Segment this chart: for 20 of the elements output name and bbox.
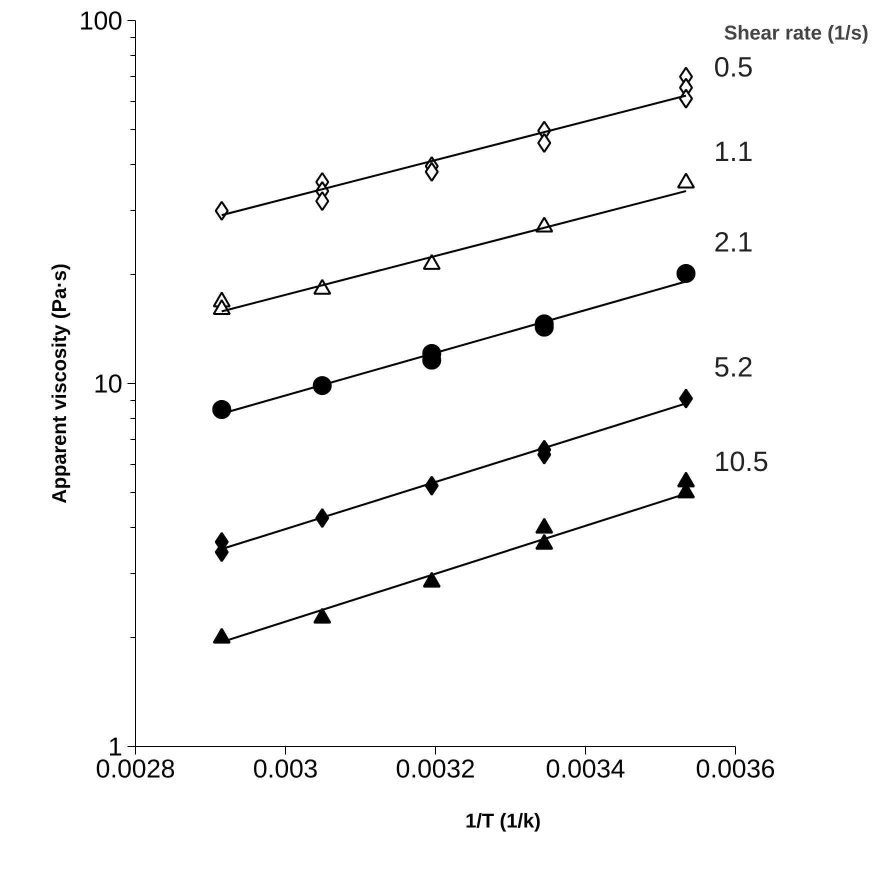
- series-label: 10.5: [714, 446, 768, 477]
- series-label: 0.5: [714, 52, 753, 83]
- x-tick-label: 0.003: [252, 754, 318, 784]
- legend-title: Shear rate (1/s): [724, 22, 869, 44]
- point: [424, 162, 439, 182]
- point: [315, 191, 330, 212]
- y-tick-label: 10: [94, 368, 122, 398]
- point: [537, 132, 552, 153]
- series-label: 1.1: [714, 136, 753, 167]
- x-axis-title: 1/T (1/k): [465, 810, 541, 832]
- point: [214, 200, 229, 221]
- x-tick-label: 0.0034: [546, 754, 626, 784]
- x-tick-label: 0.0036: [696, 754, 776, 784]
- y-axis-title: Apparent viscosity (Pa·s): [49, 263, 72, 504]
- y-tick-label: 100: [79, 6, 123, 36]
- series-label: 5.2: [714, 352, 753, 383]
- point: [212, 400, 232, 419]
- point: [676, 264, 696, 283]
- series-label: 2.1: [714, 226, 753, 258]
- x-tick-label: 0.0032: [396, 754, 476, 784]
